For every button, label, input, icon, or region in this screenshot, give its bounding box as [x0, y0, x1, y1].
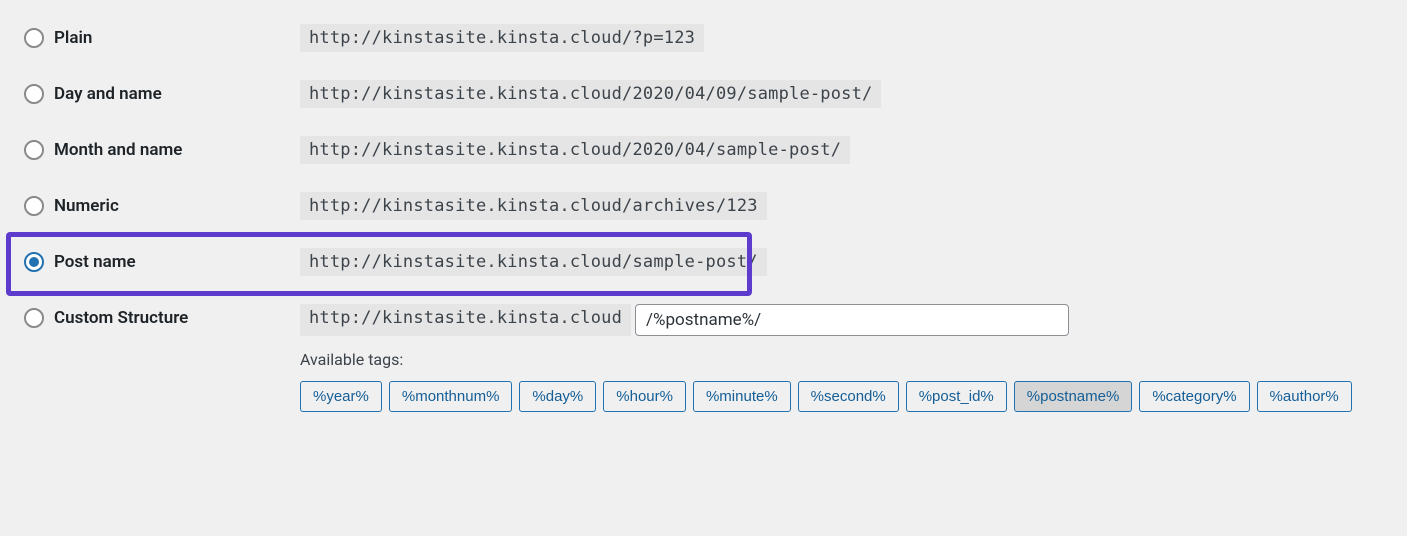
radio-plain[interactable] — [24, 28, 44, 48]
permalink-option-row-plain: Plain http://kinstasite.kinsta.cloud/?p=1… — [24, 24, 1383, 52]
available-tags-label: Available tags: — [300, 350, 1352, 369]
radio-custom[interactable] — [24, 308, 44, 328]
option-label-month-name[interactable]: Month and name — [24, 140, 300, 160]
radio-month-name[interactable] — [24, 140, 44, 160]
option-label-plain[interactable]: Plain — [24, 28, 300, 48]
option-label-text: Month and name — [54, 140, 182, 160]
tag-button[interactable]: %category% — [1139, 381, 1249, 412]
custom-structure-input[interactable] — [635, 304, 1069, 336]
custom-url-prefix: http://kinstasite.kinsta.cloud — [300, 304, 631, 336]
radio-numeric[interactable] — [24, 196, 44, 216]
tag-button[interactable]: %postname% — [1014, 381, 1133, 412]
option-url-example: http://kinstasite.kinsta.cloud/archives/… — [300, 192, 767, 220]
option-label-text: Numeric — [54, 196, 119, 216]
option-label-text: Plain — [54, 28, 92, 48]
permalink-option-row-custom: Custom Structure http://kinstasite.kinsta… — [24, 304, 1383, 412]
permalink-option-row-month-name: Month and name http://kinstasite.kinsta.c… — [24, 136, 1383, 164]
option-url-example: http://kinstasite.kinsta.cloud/?p=123 — [300, 24, 704, 52]
available-tags-row: %year%%monthnum%%day%%hour%%minute%%seco… — [300, 381, 1352, 412]
permalink-option-row-post-name: Post name http://kinstasite.kinsta.cloud/… — [24, 248, 1383, 276]
option-label-text: Day and name — [54, 84, 162, 104]
option-url-example: http://kinstasite.kinsta.cloud/sample-po… — [300, 248, 767, 276]
permalink-option-row-numeric: Numeric http://kinstasite.kinsta.cloud/ar… — [24, 192, 1383, 220]
tag-button[interactable]: %minute% — [693, 381, 791, 412]
tag-button[interactable]: %year% — [300, 381, 382, 412]
option-label-custom[interactable]: Custom Structure — [24, 304, 300, 328]
option-label-text: Custom Structure — [54, 308, 188, 328]
option-url-example: http://kinstasite.kinsta.cloud/2020/04/s… — [300, 136, 850, 164]
tag-button[interactable]: %second% — [798, 381, 899, 412]
permalink-option-row-day-name: Day and name http://kinstasite.kinsta.clo… — [24, 80, 1383, 108]
radio-post-name[interactable] — [24, 252, 44, 272]
tag-button[interactable]: %monthnum% — [389, 381, 513, 412]
tag-button[interactable]: %author% — [1257, 381, 1352, 412]
custom-structure-line: http://kinstasite.kinsta.cloud — [300, 304, 1352, 336]
tag-button[interactable]: %post_id% — [906, 381, 1007, 412]
tag-button[interactable]: %day% — [519, 381, 596, 412]
radio-day-name[interactable] — [24, 84, 44, 104]
custom-structure-content: http://kinstasite.kinsta.cloud Available … — [300, 304, 1352, 412]
option-url-example: http://kinstasite.kinsta.cloud/2020/04/0… — [300, 80, 881, 108]
option-label-text: Post name — [54, 252, 136, 272]
option-label-day-name[interactable]: Day and name — [24, 84, 300, 104]
tag-button[interactable]: %hour% — [603, 381, 686, 412]
option-label-post-name[interactable]: Post name — [24, 252, 300, 272]
option-label-numeric[interactable]: Numeric — [24, 196, 300, 216]
